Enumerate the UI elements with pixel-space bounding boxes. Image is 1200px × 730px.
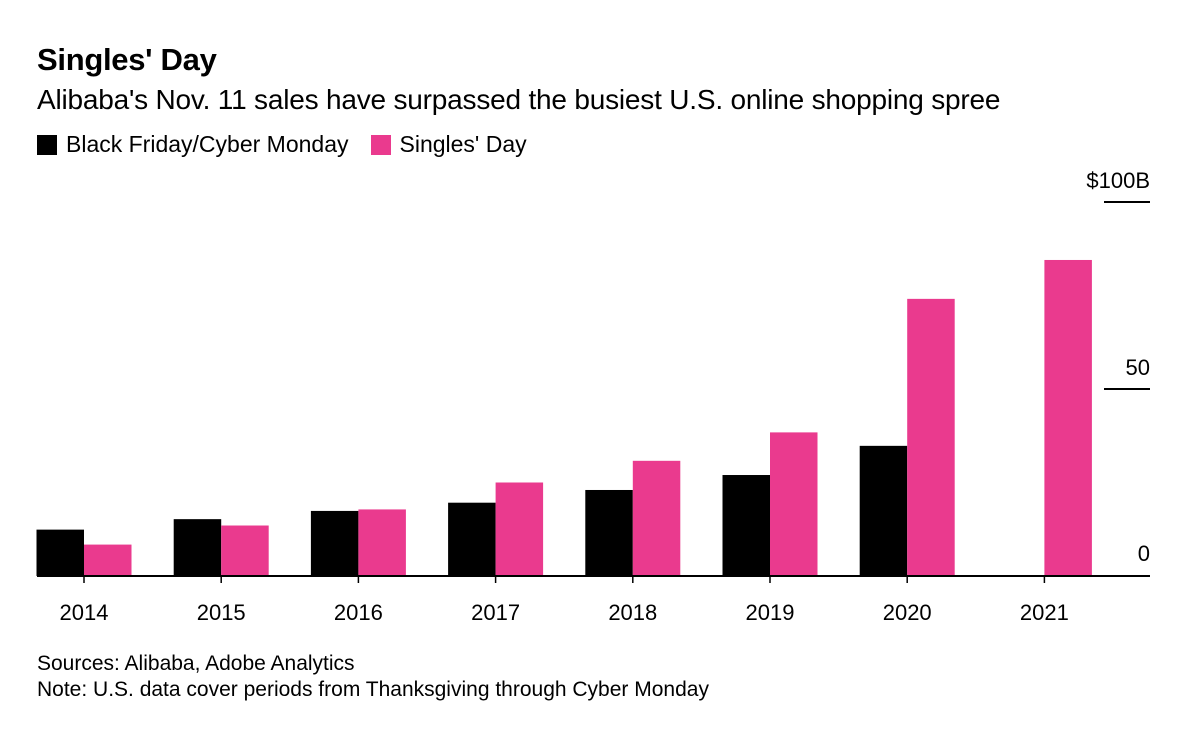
bar-black-friday-2020 — [859, 445, 908, 576]
y-tick-label-0: 0 — [1138, 541, 1150, 566]
y-tick-label-100: $100B — [1086, 168, 1150, 193]
bar-singles-day-2017 — [495, 482, 544, 576]
bar-black-friday-2019 — [722, 475, 770, 576]
legend-swatch-black-friday — [37, 134, 57, 155]
legend: Black Friday/Cyber Monday Singles' Day — [37, 131, 549, 158]
x-tick-label-2015: 2015 — [197, 600, 246, 625]
x-tick-label-2019: 2019 — [746, 600, 795, 625]
bar-black-friday-2015 — [173, 519, 222, 576]
x-tick-label-2018: 2018 — [608, 600, 657, 625]
bar-black-friday-2016 — [310, 510, 359, 576]
bar-singles-day-2019 — [770, 432, 818, 576]
y-tick-label-50: 50 — [1126, 355, 1150, 380]
note-text: Note: U.S. data cover periods from Thank… — [37, 678, 709, 701]
legend-swatch-singles-day — [370, 134, 391, 155]
sources-text: Sources: Alibaba, Adobe Analytics — [37, 652, 355, 675]
x-tick-label-2020: 2020 — [883, 600, 932, 625]
legend-item-black-friday: Black Friday/Cyber Monday — [37, 131, 349, 158]
bar-black-friday-2014 — [36, 529, 84, 576]
legend-label-singles-day: Singles' Day — [399, 131, 527, 157]
legend-item-singles-day: Singles' Day — [370, 131, 527, 158]
bar-black-friday-2017 — [448, 502, 496, 576]
legend-label-black-friday: Black Friday/Cyber Monday — [66, 131, 349, 157]
bar-singles-day-2015 — [221, 525, 269, 576]
x-tick-label-2017: 2017 — [471, 600, 520, 625]
bar-singles-day-2021 — [1044, 259, 1092, 576]
chart-subtitle: Alibaba's Nov. 11 sales have surpassed t… — [37, 84, 1001, 115]
x-tick-label-2016: 2016 — [334, 600, 383, 625]
bar-chart: 0 50 $100B 2014 2015 2016 2017 2018 2019 2020 2021 — [36, 168, 1150, 625]
chart-title: Singles' Day — [37, 42, 217, 77]
bar-black-friday-2018 — [585, 489, 633, 576]
bar-singles-day-2018 — [632, 460, 681, 576]
x-tick-label-2014: 2014 — [60, 600, 109, 625]
bar-singles-day-2014 — [84, 544, 132, 576]
bar-singles-day-2016 — [358, 509, 406, 576]
bar-singles-day-2020 — [907, 298, 955, 576]
x-tick-label-2021: 2021 — [1020, 600, 1069, 625]
